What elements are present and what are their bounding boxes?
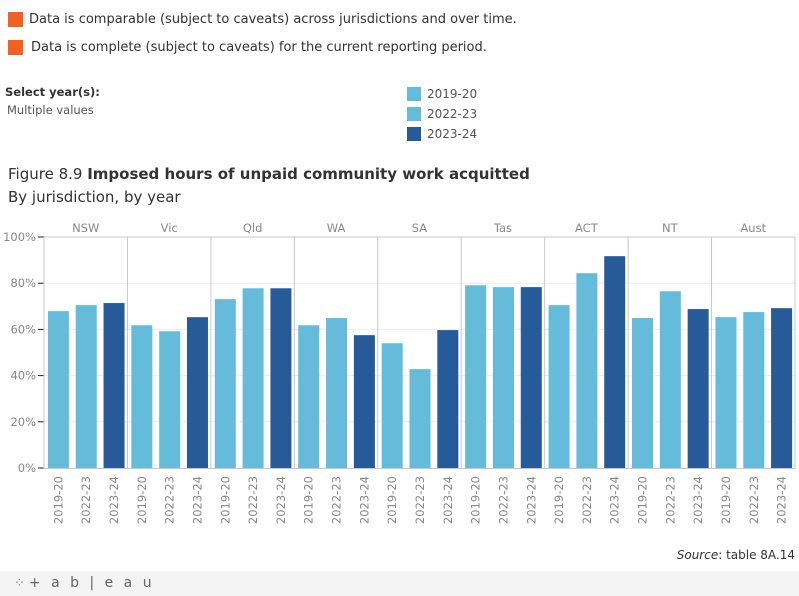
bar-vic-2023-24[interactable] [186, 317, 208, 468]
caveat-square-icon [8, 12, 23, 27]
x-tick-label: 2019-20 [552, 476, 566, 524]
x-tick-label: 2023-24 [441, 476, 455, 524]
bar-vic-2019-20[interactable] [131, 325, 153, 468]
legend-swatch-icon [407, 107, 421, 121]
bar-qld-2023-24[interactable] [270, 288, 292, 468]
caveat-text: Data is comparable (subject to caveats) … [29, 12, 517, 27]
x-tick-label: 2019-20 [636, 476, 650, 524]
x-tick-label: 2022-23 [246, 476, 260, 524]
source-label: Source [676, 548, 719, 562]
panel-header-nt: NT [662, 221, 679, 235]
x-tick-label: 2022-23 [663, 476, 677, 524]
legend-item-2022-23[interactable]: 2022-23 [407, 104, 477, 124]
source-note: Source: table 8A.14 [677, 548, 795, 562]
chart-title: Figure 8.9 Imposed hours of unpaid commu… [8, 165, 530, 183]
x-tick-label: 2023-24 [190, 476, 204, 524]
legend-swatch-icon [407, 127, 421, 141]
x-tick-label: 2019-20 [469, 476, 483, 524]
bar-act-2022-23[interactable] [576, 273, 598, 468]
legend-label: 2022-23 [427, 107, 478, 121]
bar-nt-2022-23[interactable] [659, 291, 681, 468]
source-text: : table 8A.14 [718, 548, 795, 562]
bar-act-2019-20[interactable] [548, 305, 570, 468]
caveat-complete: Data is complete (subject to caveats) fo… [8, 40, 487, 55]
x-tick-label: 2022-23 [413, 476, 427, 524]
bar-nt-2023-24[interactable] [687, 309, 709, 468]
figure-number: Figure 8.9 [8, 165, 88, 183]
bar-wa-2019-20[interactable] [298, 325, 320, 468]
bar-nsw-2023-24[interactable] [103, 303, 125, 468]
bar-qld-2022-23[interactable] [242, 288, 264, 468]
bar-tas-2019-20[interactable] [465, 285, 487, 468]
bar-tas-2022-23[interactable] [492, 287, 514, 468]
x-tick-label: 2019-20 [218, 476, 232, 524]
legend-label: 2023-24 [427, 127, 478, 141]
y-tick-label: 20% [10, 415, 36, 429]
x-tick-label: 2022-23 [747, 476, 761, 524]
bar-aust-2022-23[interactable] [743, 312, 765, 468]
panel-header-act: ACT [575, 221, 599, 235]
y-tick-label: 80% [10, 276, 36, 290]
x-tick-label: 2022-23 [496, 476, 510, 524]
bar-nt-2019-20[interactable] [632, 318, 654, 468]
caveat-text: Data is complete (subject to caveats) fo… [31, 40, 487, 55]
y-tick-label: 0% [18, 461, 36, 475]
bar-act-2023-24[interactable] [604, 256, 626, 468]
panel-header-nsw: NSW [72, 221, 99, 235]
bar-nsw-2019-20[interactable] [47, 311, 69, 468]
x-tick-label: 2019-20 [51, 476, 65, 524]
bar-qld-2019-20[interactable] [214, 299, 236, 468]
x-tick-label: 2023-24 [274, 476, 288, 524]
caveat-square-icon [8, 40, 23, 55]
bar-tas-2023-24[interactable] [520, 287, 542, 468]
figure-title: Imposed hours of unpaid community work a… [87, 165, 530, 183]
bar-wa-2022-23[interactable] [326, 318, 348, 468]
x-tick-label: 2019-20 [135, 476, 149, 524]
bar-sa-2019-20[interactable] [381, 343, 403, 468]
year-filter-dropdown[interactable]: Multiple values [7, 103, 94, 117]
color-legend: 2019-20 2022-23 2023-24 [407, 84, 477, 144]
caveat-comparable: Data is comparable (subject to caveats) … [8, 12, 517, 27]
x-tick-label: 2019-20 [385, 476, 399, 524]
x-tick-label: 2019-20 [719, 476, 733, 524]
tableau-logo-text: + a b | e a u [28, 575, 155, 591]
panel-header-tas: Tas [493, 221, 512, 235]
bar-aust-2019-20[interactable] [715, 317, 737, 468]
bar-aust-2023-24[interactable] [771, 308, 793, 468]
x-tick-label: 2022-23 [580, 476, 594, 524]
x-tick-label: 2023-24 [691, 476, 705, 524]
panel-header-wa: WA [327, 221, 346, 235]
bar-sa-2023-24[interactable] [437, 330, 459, 468]
x-tick-label: 2022-23 [163, 476, 177, 524]
legend-item-2019-20[interactable]: 2019-20 [407, 84, 477, 104]
y-tick-label: 40% [10, 369, 36, 383]
legend-label: 2019-20 [427, 87, 478, 101]
year-filter-label: Select year(s): [5, 85, 100, 99]
bar-nsw-2022-23[interactable] [75, 305, 97, 468]
tableau-logo[interactable]: ⁘ + a b | e a u [14, 575, 155, 591]
x-tick-label: 2023-24 [524, 476, 538, 524]
bar-chart: 0% 20% 40% 60% 80% 100% NSW 2019-20 2022-23 2023-… [3, 221, 796, 524]
panel-header-aust: Aust [740, 221, 766, 235]
legend-swatch-icon [407, 87, 421, 101]
x-tick-label: 2022-23 [330, 476, 344, 524]
x-tick-label: 2023-24 [775, 476, 789, 524]
legend-item-2023-24[interactable]: 2023-24 [407, 124, 477, 144]
panel-header-vic: Vic [161, 221, 178, 235]
bar-sa-2022-23[interactable] [409, 369, 431, 468]
tableau-footer: ⁘ + a b | e a u [0, 571, 799, 596]
x-tick-label: 2023-24 [357, 476, 371, 524]
x-tick-label: 2023-24 [107, 476, 121, 524]
bar-vic-2022-23[interactable] [159, 331, 181, 468]
bar-wa-2023-24[interactable] [353, 335, 375, 468]
y-tick-label: 60% [10, 322, 36, 336]
x-tick-label: 2023-24 [608, 476, 622, 524]
x-tick-label: 2022-23 [79, 476, 93, 524]
x-tick-label: 2019-20 [302, 476, 316, 524]
tableau-logo-icon: ⁘ [14, 575, 25, 591]
y-tick-label: 100% [3, 230, 36, 244]
panel-header-sa: SA [412, 221, 428, 235]
chart-subtitle: By jurisdiction, by year [8, 188, 181, 206]
panel-header-qld: Qld [243, 221, 263, 235]
